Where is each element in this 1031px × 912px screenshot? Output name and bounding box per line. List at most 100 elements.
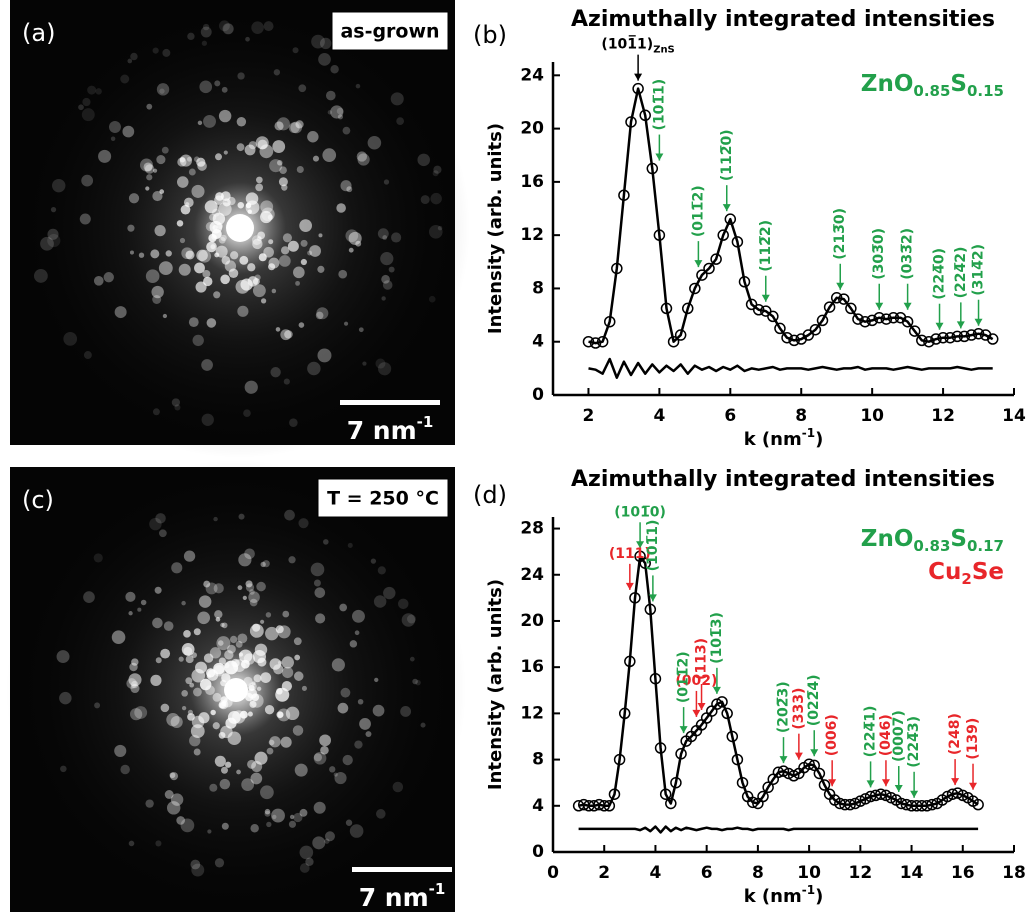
diffraction-spot <box>166 801 181 815</box>
diffraction-spot <box>59 691 72 705</box>
diffraction-spot <box>383 586 396 600</box>
diffraction-spot <box>223 662 230 669</box>
data-point <box>598 800 610 812</box>
data-point <box>611 262 623 275</box>
diffraction-spot <box>114 744 127 757</box>
diffraction-spot <box>338 269 348 279</box>
phase-label-part: Cu <box>928 559 961 585</box>
data-point <box>731 753 744 766</box>
diffraction-spot <box>375 358 386 369</box>
diffraction-spot <box>134 706 148 719</box>
diffraction-spot <box>247 759 257 769</box>
diffraction-spot <box>220 622 225 628</box>
diffraction-spot <box>257 657 267 667</box>
diffraction-spot <box>155 513 166 524</box>
diffraction-spot <box>400 706 412 717</box>
data-point <box>624 655 636 668</box>
diffraction-spot <box>200 26 212 38</box>
annotation-arrowhead <box>625 582 634 590</box>
diffraction-spot <box>129 662 138 672</box>
diffraction-spot <box>281 656 294 669</box>
diffraction-spot <box>245 580 253 588</box>
annotation-arrowhead <box>875 302 884 310</box>
diffraction-image: (a) as-grown 7 nm-1 <box>10 0 470 458</box>
diffraction-spot <box>130 52 138 61</box>
data-point <box>665 797 677 810</box>
data-point <box>629 592 641 604</box>
data-point <box>951 330 964 343</box>
diffraction-spot <box>300 239 308 247</box>
diffraction-spot <box>248 591 260 603</box>
diffraction-spot <box>163 621 174 631</box>
diffraction-spot <box>210 244 216 250</box>
diffraction-spot <box>220 191 231 201</box>
data-point <box>660 302 673 315</box>
data-point <box>625 116 637 128</box>
panel-label: (a) <box>22 19 55 47</box>
diffraction-spot <box>263 21 274 32</box>
diffraction-spot <box>266 747 274 755</box>
data-point <box>675 748 687 760</box>
x-axis-label-part: ) <box>815 429 823 450</box>
diffraction-spot <box>298 322 305 328</box>
data-point <box>823 301 836 313</box>
data-point <box>608 788 621 800</box>
diffraction-spot <box>401 613 416 627</box>
data-point <box>788 334 800 347</box>
diffraction-spot <box>214 80 221 87</box>
diffraction-spot <box>251 681 256 686</box>
diffraction-spot <box>236 143 245 152</box>
diffraction-spot <box>266 821 272 828</box>
diffraction-spot <box>273 664 284 675</box>
peak-label-text: (101̅0) <box>614 504 666 520</box>
diffraction-spot <box>231 658 240 668</box>
diffraction-spot <box>277 625 291 639</box>
y-tick-label: 8 <box>532 750 544 770</box>
scale-text: 7 nm <box>347 416 417 445</box>
diffraction-spot <box>188 168 196 176</box>
diffraction-spot <box>203 653 214 663</box>
diffraction-spot <box>150 249 160 259</box>
data-point <box>808 759 820 772</box>
diffraction-spot <box>388 266 395 273</box>
diffraction-spot <box>178 656 184 662</box>
diffraction-spot <box>207 829 212 834</box>
y-tick-label: 16 <box>520 172 544 192</box>
diffraction-spot <box>202 23 210 31</box>
fit-line <box>588 87 994 345</box>
diffraction-spot <box>252 238 263 250</box>
diffraction-spot <box>151 285 164 299</box>
diffraction-spot <box>164 790 174 799</box>
diffraction-spot <box>227 731 242 746</box>
diffraction-spot <box>176 220 184 227</box>
annotation-arrowhead <box>956 321 965 329</box>
diffraction-spot <box>130 684 140 694</box>
data-point <box>752 304 765 316</box>
diffraction-spot <box>289 418 298 428</box>
data-point <box>854 795 867 807</box>
diffraction-spot <box>245 200 260 215</box>
diffraction-spot <box>349 640 358 648</box>
peak-label: (0007) <box>891 710 907 762</box>
diffraction-spot <box>52 178 66 193</box>
diffraction-spot <box>223 150 228 155</box>
diffraction-spot <box>204 200 218 214</box>
diffraction-spot <box>183 550 196 562</box>
data-point <box>653 229 666 241</box>
data-point <box>654 742 667 754</box>
diffraction-spot <box>357 698 364 705</box>
diffraction-spot <box>382 235 388 240</box>
diffraction-spot <box>293 637 302 646</box>
diffraction-spot <box>179 157 186 163</box>
diffraction-spot <box>275 687 290 702</box>
diffraction-spot <box>219 778 231 790</box>
diffraction-spot <box>278 177 288 187</box>
data-point <box>731 236 744 248</box>
diffraction-spot <box>288 122 300 134</box>
diffraction-spot <box>129 250 134 255</box>
diffraction-spot <box>428 295 436 303</box>
data-point <box>767 310 779 323</box>
diffraction-spot <box>191 668 206 683</box>
diffraction-spot <box>94 702 101 709</box>
diffraction-spot <box>152 617 163 629</box>
